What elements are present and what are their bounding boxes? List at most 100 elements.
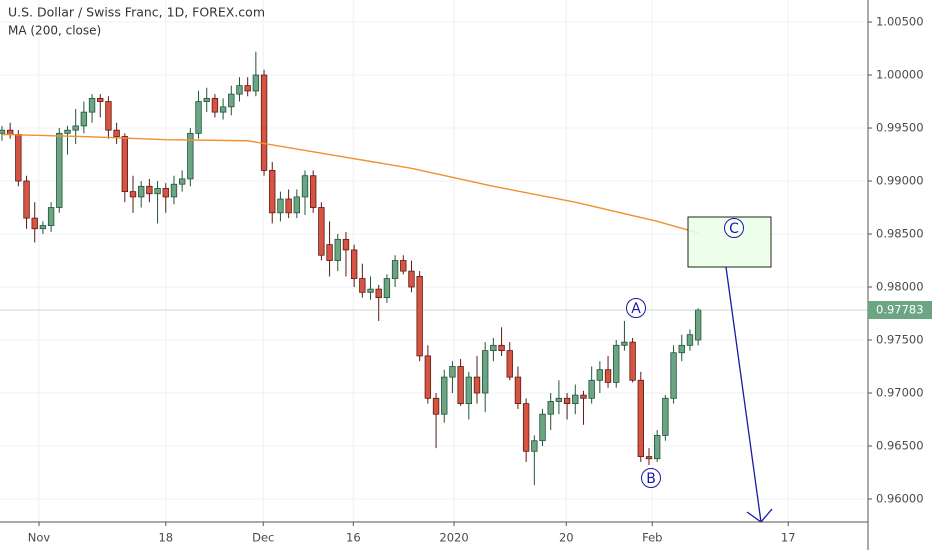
y-tick-label: 0.98000: [876, 280, 924, 294]
plot-area: [0, 51, 868, 486]
y-tick-label: 0.96500: [876, 439, 924, 453]
wave-marker: [724, 218, 744, 238]
candle-body: [342, 238, 350, 251]
wave-marker: [626, 298, 646, 318]
candle-body: [596, 369, 604, 381]
y-tick-label: 1.00500: [876, 15, 924, 29]
candle-body: [203, 97, 210, 102]
candle-body: [252, 74, 260, 92]
x-tick-label: 16: [346, 531, 361, 545]
candle-body: [490, 344, 497, 352]
axes: 1.00500 1.00000 0.99500 0.99000 0.98500 0.980…: [28, 15, 932, 545]
candle-body: [121, 136, 129, 193]
y-tick-label: 0.97000: [876, 386, 924, 400]
candle-body: [113, 129, 120, 137]
y-tick-label: 1.00000: [876, 68, 924, 82]
candle-body: [678, 344, 685, 354]
candle-body: [187, 132, 194, 180]
candle-body: [228, 93, 235, 108]
x-tick-label: 20: [559, 531, 574, 545]
candle-body: [154, 188, 161, 195]
candle-body: [645, 456, 653, 460]
wave-label: A: [631, 301, 641, 317]
last-price-tag: [868, 301, 932, 320]
candle-body: [285, 198, 292, 214]
candle-body: [670, 352, 677, 399]
candle-body: [555, 397, 563, 402]
candle-body: [539, 413, 546, 442]
candle-body: [694, 309, 702, 341]
candle-body: [162, 188, 169, 198]
candle-body: [80, 111, 88, 127]
candle-body: [350, 249, 358, 279]
candle-body: [97, 97, 104, 102]
candle-body: [375, 288, 382, 299]
candle-body: [47, 207, 55, 226]
candle-body: [367, 288, 374, 293]
candle-body: [391, 260, 399, 279]
candle-body: [23, 180, 30, 219]
y-tick-label: 0.96000: [876, 492, 924, 506]
candle-body: [465, 376, 472, 405]
candle-body: [449, 366, 456, 378]
candle-body: [56, 132, 63, 208]
candle-body: [31, 217, 38, 230]
candle-body: [383, 278, 391, 299]
candle-body: [400, 260, 407, 272]
candle-body: [359, 278, 366, 293]
moving-average: [1, 133, 699, 234]
candle-body: [244, 85, 251, 92]
x-tick-label: Feb: [642, 531, 662, 545]
x-tick-label: Dec: [252, 531, 274, 545]
x-tick-label: 18: [158, 531, 173, 545]
candle-body: [629, 341, 636, 381]
candle-body: [522, 403, 530, 452]
candle-body: [236, 85, 243, 95]
candle-body: [318, 207, 325, 256]
candle-body: [15, 133, 22, 182]
arrow-line: [725, 266, 762, 523]
candle-body: [219, 106, 227, 113]
y-tick-label: 0.97500: [876, 333, 924, 347]
candle-body: [637, 379, 644, 458]
candle-body: [432, 397, 440, 415]
candle-body: [424, 355, 432, 399]
candle-body: [0, 129, 6, 134]
indicator-legend: MA (200, close): [8, 24, 101, 38]
candle-body: [326, 244, 333, 261]
candle-body: [211, 97, 219, 113]
candle-body: [269, 170, 276, 214]
candle-body: [473, 376, 481, 394]
candle-body: [146, 185, 153, 195]
candle-body: [293, 196, 300, 214]
candle-body: [408, 270, 415, 288]
candle-body: [506, 350, 513, 378]
candle-body: [580, 394, 587, 399]
candle-body: [613, 344, 620, 383]
candle-body: [498, 344, 505, 352]
wave-marker: [641, 468, 661, 488]
chart-title: U.S. Dollar / Swiss Franc, 1D, FOREX.com: [8, 5, 265, 20]
candle-body: [310, 175, 317, 208]
candle-body: [621, 341, 628, 346]
candle-body: [72, 125, 79, 131]
annotations: A B C: [626, 218, 744, 488]
candle-body: [88, 97, 96, 113]
candle-body: [301, 175, 309, 198]
candle-body: [604, 369, 612, 383]
candle-body: [441, 376, 448, 415]
candle-body: [129, 191, 137, 198]
candle-body: [563, 397, 571, 405]
candle-body: [588, 379, 595, 399]
candle-body: [6, 129, 14, 135]
x-tick-label: 2020: [439, 531, 468, 545]
candle-body: [138, 185, 145, 198]
candle-body: [178, 178, 186, 185]
candle-body: [686, 334, 694, 346]
x-tick-label: 17: [781, 531, 796, 545]
candle-body: [334, 238, 341, 261]
x-tick-label: Nov: [28, 531, 51, 545]
candle-body: [105, 101, 112, 131]
candle-body: [195, 101, 202, 134]
